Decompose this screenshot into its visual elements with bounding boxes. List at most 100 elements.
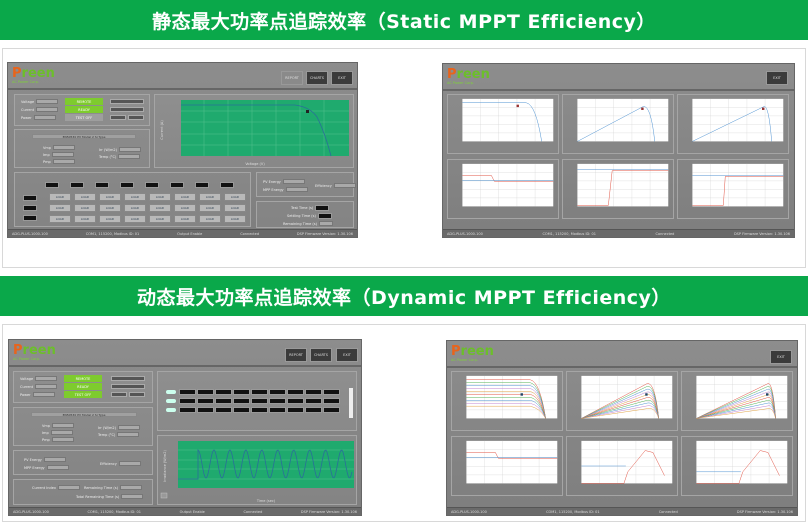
sequence-cell[interactable] [179,407,196,413]
imp-value [51,152,74,157]
load-button[interactable]: LOAD [174,215,196,223]
load-button[interactable]: LOAD [174,204,196,212]
sequence-cell[interactable] [305,389,322,395]
result-chart [677,94,789,154]
load-button[interactable]: LOAD [99,204,121,212]
load-button[interactable]: LOAD [149,193,171,201]
mppt-voltage-column [23,195,37,221]
mppt-voltage-2 [23,205,37,211]
remaining-time-label: Remaining Time (s) [84,485,118,490]
voltage-value [35,376,58,381]
charts-button[interactable]: CHARTS [310,348,332,362]
sequence-row[interactable] [166,407,340,413]
sequence-cell[interactable] [179,398,196,404]
sequence-cell[interactable] [323,389,340,395]
load-button[interactable]: LOAD [49,215,71,223]
stop-button[interactable] [110,107,144,112]
load-button[interactable]: LOAD [49,193,71,201]
load-button[interactable]: LOAD [224,215,246,223]
load-button[interactable]: LOAD [49,204,71,212]
load-button[interactable]: LOAD [224,193,246,201]
control-button-b[interactable] [129,392,145,397]
sequence-cell[interactable] [251,389,268,395]
sequence-cell[interactable] [251,398,268,404]
sequence-cell[interactable] [269,407,286,413]
ready-indicator: READY [65,106,103,113]
pv-model-title: EN50530 PV Model 2 Si Type [31,412,137,417]
sequence-row[interactable] [166,398,340,404]
remote-indicator: REMOTE [65,98,103,105]
status-bar: ADG-PLUS-1000-100 COM1, 115200, Modbus I… [443,229,794,237]
voltage-label: Voltage [20,376,34,381]
sequence-cell[interactable] [287,389,304,395]
load-button[interactable]: LOAD [174,193,196,201]
imp-value [50,430,73,435]
load-button[interactable]: LOAD [149,204,171,212]
sequence-cell[interactable] [215,407,232,413]
sequence-cell[interactable] [323,407,340,413]
sequence-cell[interactable] [197,389,214,395]
test-off-button[interactable]: TEST OFF [64,391,102,398]
report-button[interactable]: REPORT [281,71,303,85]
load-button[interactable]: LOAD [99,193,121,201]
stop-button[interactable] [111,384,145,389]
power-value [33,115,56,120]
sequence-cell[interactable] [287,398,304,404]
sequence-scrollbar[interactable] [349,388,353,418]
exit-button[interactable]: EXIT [770,350,792,364]
sequence-cell[interactable] [287,407,304,413]
static-mppt-banner: 静态最大功率点追踪效率（Static MPPT Efficiency） [0,0,808,40]
load-button[interactable]: LOAD [199,193,221,201]
sequence-cell[interactable] [215,398,232,404]
charts-button[interactable]: CHARTS [306,71,328,85]
exit-button[interactable]: EXIT [766,71,788,85]
remaining-time-value [318,221,333,226]
load-button[interactable]: LOAD [224,204,246,212]
sequence-cell[interactable] [323,398,340,404]
result-chart [562,94,674,154]
control-button-b[interactable] [128,115,144,120]
irradiance-curve [178,448,353,480]
load-button[interactable]: LOAD [124,204,146,212]
load-button[interactable]: LOAD [74,204,96,212]
sequence-cell[interactable] [197,407,214,413]
load-button[interactable]: LOAD [74,193,96,201]
exit-button[interactable]: EXIT [336,348,358,362]
mode-button[interactable] [110,99,144,104]
sequence-cell[interactable] [269,398,286,404]
mode-button[interactable] [111,376,145,381]
load-button[interactable]: LOAD [74,215,96,223]
sequence-cell[interactable] [233,407,250,413]
sequence-cell[interactable] [197,398,214,404]
status-connection: Connected [655,231,675,236]
pmp-value [52,159,75,164]
report-button[interactable]: REPORT [285,348,307,362]
row-toggle[interactable] [166,390,176,394]
sequence-cell[interactable] [305,398,322,404]
row-toggle[interactable] [166,399,176,403]
channel-meter [70,182,84,188]
sequence-cell[interactable] [179,389,196,395]
sequence-cell[interactable] [233,389,250,395]
load-button[interactable]: LOAD [99,215,121,223]
sequence-cell[interactable] [251,407,268,413]
test-time-label: Test Time (s) [291,206,314,210]
sequence-cell[interactable] [305,407,322,413]
sequence-row[interactable] [166,389,340,395]
test-off-button[interactable]: TEST OFF [65,114,103,121]
load-button[interactable]: LOAD [199,215,221,223]
load-button[interactable]: LOAD [124,215,146,223]
status-bar: ADG-PLUS-1000-100 COM1, 115200, Modbus I… [8,229,357,237]
control-button-a[interactable] [110,115,126,120]
exit-button[interactable]: EXIT [331,71,353,85]
control-button-a[interactable] [111,392,127,397]
load-button[interactable]: LOAD [199,204,221,212]
load-button[interactable]: LOAD [149,215,171,223]
divider [447,366,797,368]
load-button[interactable]: LOAD [124,193,146,201]
ready-indicator: READY [64,383,102,390]
sequence-cell[interactable] [215,389,232,395]
sequence-cell[interactable] [233,398,250,404]
row-toggle[interactable] [166,408,176,412]
sequence-cell[interactable] [269,389,286,395]
